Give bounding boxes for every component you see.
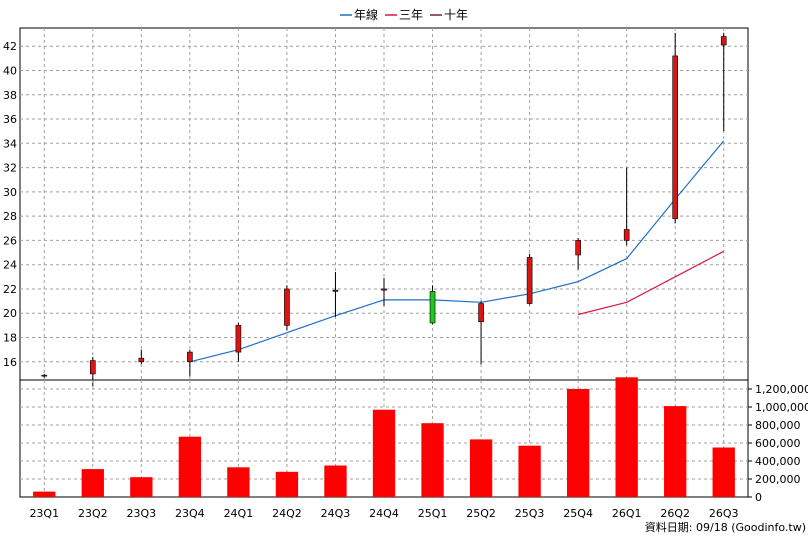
candle-body	[138, 357, 145, 363]
candlestick	[381, 278, 387, 306]
x-tick-label: 24Q2	[272, 507, 302, 520]
price-tick-label: 26	[3, 234, 17, 247]
price-tick-label: 40	[3, 64, 17, 77]
legend: 年線 三年 十年	[340, 7, 468, 22]
x-tick-label: 23Q1	[29, 507, 59, 520]
x-tick-label: 26Q2	[660, 507, 690, 520]
candle-body	[429, 291, 436, 324]
volume-bar	[566, 389, 590, 497]
candle-body	[332, 289, 339, 292]
candlestick	[41, 373, 48, 378]
x-tick-label: 23Q4	[175, 507, 205, 520]
candlestick	[429, 285, 436, 325]
candle-body	[575, 240, 581, 256]
price-tick-label: 24	[3, 259, 17, 272]
volume-bar	[518, 445, 541, 497]
candle-body	[720, 36, 727, 46]
candlesticks	[41, 32, 727, 387]
candlestick	[284, 285, 290, 331]
annual-line-series	[189, 140, 725, 363]
volume-tick-label: 1,200,000	[755, 383, 808, 396]
x-tick-label: 23Q3	[127, 507, 157, 520]
x-tick-label: 26Q1	[612, 507, 642, 520]
price-panel: 16 18 20 22 24 26 28 30 32 34 36 38 40 42	[3, 27, 749, 387]
price-tick-label: 18	[3, 332, 17, 345]
x-tick-label: 24Q3	[321, 507, 351, 520]
candle-body	[623, 229, 630, 241]
volume-panel: 0 200,000 400,000 600,000 800,000 1,000,000 1,…	[19, 377, 808, 504]
candle-body	[187, 351, 193, 363]
volume-bar	[178, 436, 202, 497]
price-tick-label: 20	[3, 307, 17, 320]
candlestick	[332, 271, 339, 317]
legend-label-10yr: 十年	[444, 8, 468, 22]
candle-body	[526, 257, 533, 304]
price-tick-label: 32	[3, 162, 17, 175]
volume-tick-label: 0	[755, 491, 762, 504]
x-tick-label: 23Q2	[78, 507, 108, 520]
price-tick-label: 28	[3, 210, 17, 223]
x-tick-label: 25Q1	[418, 507, 448, 520]
volume-bar	[130, 477, 153, 497]
x-tick-label: 25Q2	[466, 507, 496, 520]
volume-tick-label: 200,000	[755, 473, 801, 486]
volume-bar	[227, 467, 250, 497]
volume-bar	[33, 491, 56, 497]
three-year-line-series	[577, 250, 724, 316]
candlestick	[720, 32, 727, 132]
volume-tick-labels: 0 200,000 400,000 600,000 800,000 1,000,000 1,…	[748, 383, 808, 504]
candlestick	[235, 322, 242, 362]
legend-label-3yr: 三年	[399, 8, 423, 22]
volume-bar	[81, 469, 104, 497]
volume-bar	[372, 409, 396, 497]
volume-bar	[469, 439, 493, 497]
price-tick-label: 30	[3, 186, 17, 199]
x-tick-label: 25Q4	[563, 507, 593, 520]
x-axis-tick-labels: 23Q1 23Q2 23Q3 23Q4 24Q1 24Q2 24Q3 24Q4 25Q1 25Q2…	[29, 507, 738, 520]
candle-body	[41, 374, 48, 377]
candle-body	[478, 303, 484, 323]
price-tick-label: 16	[3, 356, 17, 369]
price-tick-label: 22	[3, 283, 17, 296]
volume-bar	[421, 423, 444, 497]
volume-bar	[275, 471, 299, 497]
candlestick	[623, 167, 630, 246]
volume-bar	[615, 377, 638, 497]
volume-bar	[664, 406, 687, 497]
candlestick	[575, 237, 581, 270]
candlestick	[672, 32, 679, 224]
candlestick	[187, 349, 193, 377]
moving-average-lines	[189, 140, 725, 363]
volume-tick-label: 800,000	[755, 419, 801, 432]
x-tick-label: 25Q3	[515, 507, 545, 520]
volume-tick-label: 400,000	[755, 455, 801, 468]
candle-body	[235, 325, 242, 353]
volume-bar	[324, 465, 347, 497]
x-tick-label: 24Q4	[369, 507, 399, 520]
candlestick	[526, 253, 533, 305]
candlestick	[478, 301, 484, 365]
candle-body	[90, 360, 96, 375]
legend-label-annual: 年線	[354, 7, 378, 22]
volume-bars	[33, 377, 735, 497]
price-tick-label: 38	[3, 89, 17, 102]
candlestick	[138, 349, 145, 365]
data-date-credit: 資料日期: 09/18 (Goodinfo.tw)	[645, 520, 806, 534]
x-tick-label: 26Q3	[709, 507, 739, 520]
volume-bar	[712, 447, 735, 497]
price-tick-label: 42	[3, 40, 17, 53]
price-tick-label: 36	[3, 113, 17, 126]
candle-body	[672, 55, 679, 219]
price-tick-label: 34	[3, 137, 17, 150]
candle-body	[381, 288, 387, 291]
volume-tick-label: 1,000,000	[755, 401, 808, 414]
volume-tick-label: 600,000	[755, 437, 801, 450]
x-tick-label: 24Q1	[224, 507, 254, 520]
candle-body	[284, 288, 290, 326]
price-tick-labels: 16 18 20 22 24 26 28 30 32 34 36 38 40 42	[3, 40, 17, 369]
